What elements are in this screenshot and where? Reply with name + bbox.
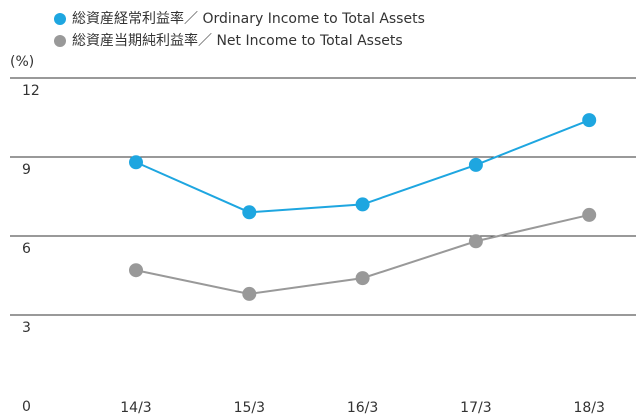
legend-marker <box>54 35 66 47</box>
y-tick-label: 9 <box>22 162 31 178</box>
x-tick-label: 18/3 <box>573 400 604 414</box>
y-axis-label: (%) <box>10 54 34 70</box>
point <box>355 197 370 212</box>
point <box>242 286 257 301</box>
point <box>468 157 483 172</box>
x-tick-label: 17/3 <box>460 400 491 414</box>
x-tick-label: 15/3 <box>234 400 265 414</box>
legend-label: 総資産経常利益率／ Ordinary Income to Total Asset… <box>72 10 425 27</box>
point <box>242 205 257 220</box>
y-tick-label: 12 <box>22 83 40 99</box>
y-tick-label: 6 <box>22 241 31 257</box>
point <box>582 113 597 128</box>
legend-label: 総資産当期純利益率／ Net Income to Total Assets <box>72 32 403 49</box>
x-tick-label: 14/3 <box>120 400 151 414</box>
point <box>129 155 143 170</box>
y-tick-label: 0 <box>22 399 31 414</box>
point <box>582 207 597 222</box>
x-tick-label: 16/3 <box>347 400 378 414</box>
point <box>355 271 370 286</box>
point <box>468 234 483 249</box>
point <box>129 263 143 278</box>
y-tick-label: 3 <box>22 320 31 336</box>
legend-marker <box>54 13 66 25</box>
